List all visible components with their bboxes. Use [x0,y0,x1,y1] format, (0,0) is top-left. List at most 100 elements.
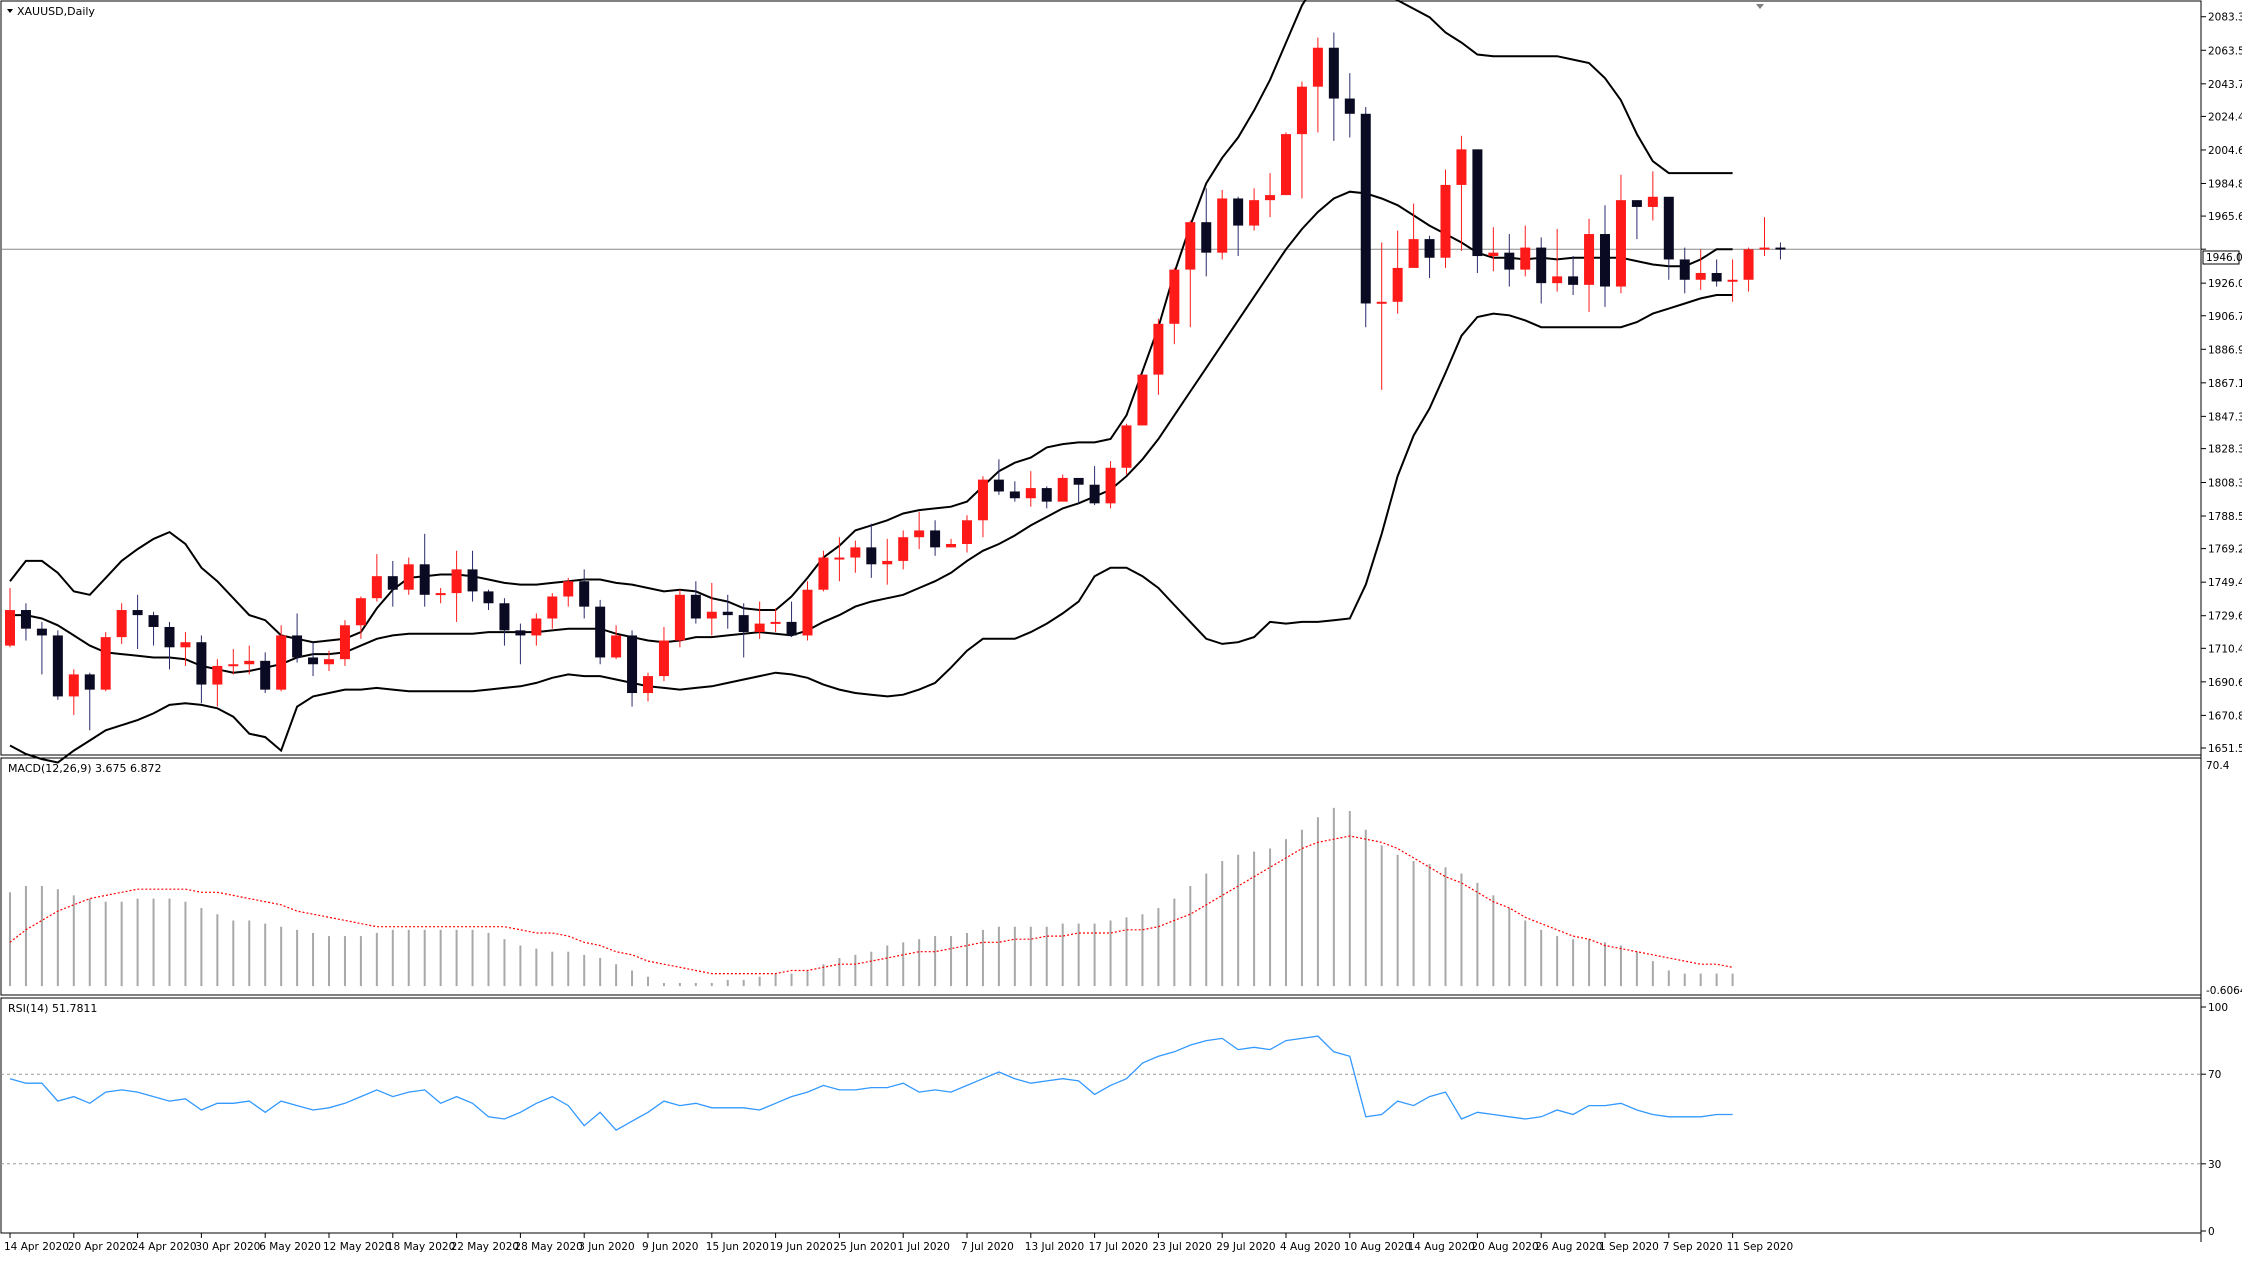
price-tick-label: 2004.65 [2208,145,2242,157]
date-tick-label: 13 Jul 2020 [1025,1241,1084,1253]
bear-candle [866,547,877,565]
bull-candle [802,589,813,636]
bull-candle [1249,200,1260,226]
bear-candle [196,642,207,685]
bull-candle [1121,425,1132,468]
bear-candle [1631,200,1642,207]
date-tick-label: 24 Apr 2020 [132,1241,197,1253]
rsi-tick-label: 100 [2208,1002,2228,1014]
price-tick-label: 1710.40 [2208,643,2242,655]
price-tick-label: 1926.00 [2208,278,2242,290]
bull-candle [180,642,191,648]
bull-candle [1296,86,1307,135]
bull-candle [276,635,287,690]
price-layer [1,0,2201,764]
bull-candle [1392,267,1403,302]
bull-candle [706,611,717,619]
date-tick-label: 14 Apr 2020 [4,1241,69,1253]
rsi-tick-label: 70 [2208,1069,2221,1081]
bull-candle [1153,323,1164,375]
bear-candle [52,635,63,697]
bull-candle [1057,477,1068,502]
bull-candle [643,676,653,694]
bull-candle [451,569,462,594]
bear-candle [292,635,303,658]
date-tick-label: 20 Apr 2020 [68,1241,133,1253]
price-tick-label: 2043.70 [2208,79,2242,91]
date-tick-label: 30 Apr 2020 [195,1241,260,1253]
bull-candle [435,593,446,596]
bear-candle [20,610,31,629]
date-tick-label: 1 Sep 2020 [1599,1241,1659,1253]
bull-candle [882,560,893,565]
bear-candle [260,660,271,690]
bull-candle [1759,247,1770,250]
bull-candle [116,610,127,638]
bull-candle [563,581,574,597]
bull-candle [324,659,334,665]
bull-candle [1105,467,1116,504]
bear-candle [515,630,526,636]
bear-candle [1201,222,1212,253]
price-tick-label: 2083.30 [2208,12,2242,24]
bull-candle [1265,195,1276,201]
bull-candle [1695,272,1706,280]
bear-candle [1663,196,1674,260]
bear-candle [1360,113,1371,304]
bear-candle [786,621,797,636]
bull-candle [1025,488,1036,499]
rsi-tick-label: 30 [2208,1159,2221,1171]
date-tick-label: 23 Jul 2020 [1152,1241,1211,1253]
bull-candle [1456,149,1467,185]
bull-candle [1440,184,1451,258]
bull-candle [962,520,972,544]
rsi-line [9,1035,1733,1132]
date-tick-label: 4 Aug 2020 [1280,1241,1341,1253]
bull-candle [1615,200,1626,287]
bull-candle [946,543,957,548]
bear-candle [595,606,606,658]
date-tick-label: 18 May 2020 [387,1241,455,1253]
date-tick-label: 20 Aug 2020 [1471,1241,1538,1253]
bull-candle [371,576,382,599]
date-tick-label: 19 Jun 2020 [770,1241,833,1253]
bull-candle [674,594,685,641]
bollinger-lower-band [9,294,1733,764]
price-tick-label: 1828.30 [2208,444,2242,456]
bull-candle [339,625,350,660]
price-tick-label: 2024.45 [2208,111,2242,123]
chart-shift-marker-icon[interactable] [1756,4,1764,9]
bear-candle [164,626,175,648]
price-tick-label: 1690.60 [2208,677,2242,689]
bear-candle [1344,98,1355,114]
macd-panel-frame [0,757,2202,996]
price-tick-label: 1651.55 [2208,743,2242,755]
bull-candle [754,623,765,633]
bull-candle [1137,374,1148,426]
bear-candle [467,569,478,592]
bull-candle [531,618,542,636]
bear-candle [1041,488,1052,502]
price-tick-label: 1886.95 [2208,344,2242,356]
bull-candle [5,610,15,646]
bear-candle [308,657,319,665]
bear-candle [1009,491,1020,499]
bear-candle [1600,234,1610,287]
bull-candle [1488,252,1499,257]
price-tick-label: 1788.50 [2208,511,2242,523]
dropdown-triangle-icon[interactable] [7,9,13,13]
bull-candle [914,530,925,538]
bear-candle [1536,247,1547,284]
bear-candle [627,635,638,694]
bull-candle [1408,239,1419,268]
bull-candle [658,640,669,677]
bear-candle [1711,272,1722,282]
price-tick-label: 1984.85 [2208,178,2242,190]
date-tick-label: 6 May 2020 [259,1241,321,1253]
bull-candle [818,557,829,590]
price-tick-label: 2063.50 [2208,45,2242,57]
date-tick-label: 9 Jun 2020 [642,1241,698,1253]
date-tick-label: 7 Jul 2020 [961,1241,1014,1253]
